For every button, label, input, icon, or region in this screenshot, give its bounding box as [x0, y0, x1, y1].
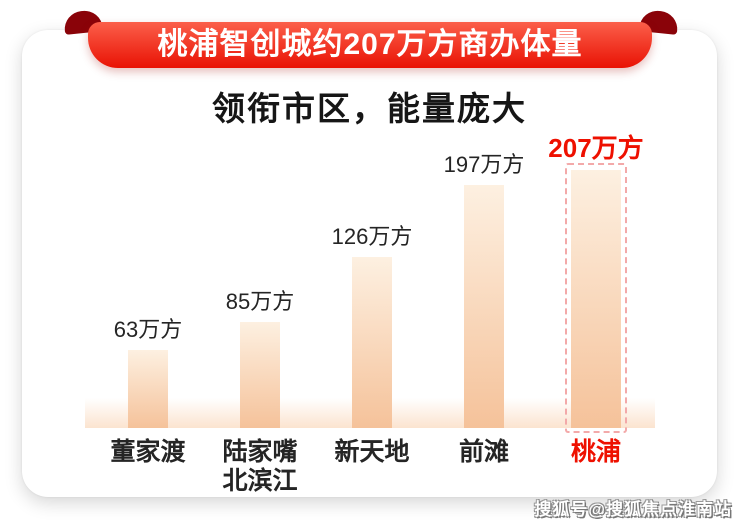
bar [571, 170, 621, 428]
bar [240, 322, 280, 428]
category-label: 陆家嘴 北滨江 [222, 438, 298, 495]
value-label: 126万方 [331, 224, 413, 249]
highlight-outline [565, 163, 627, 433]
watermark: 搜狐号@搜狐焦点淮南站 [534, 500, 732, 519]
ribbon-banner: 桃浦智创城约207万方商办体量 [88, 22, 652, 68]
category-label: 新天地 [334, 438, 410, 466]
bar [464, 185, 504, 428]
value-label: 197万方 [443, 152, 525, 177]
bar [352, 257, 392, 428]
value-label: 85万方 [225, 289, 295, 314]
category-label: 桃浦 [570, 438, 621, 466]
value-label: 207万方 [548, 133, 644, 163]
value-label: 63万方 [113, 317, 183, 342]
bar-chart: 63万方董家渡 85万方陆家嘴 北滨江 126万方新天地 197万方前滩 207万方桃浦 [22, 30, 717, 497]
page-title: 领衔市区，能量庞大 [212, 90, 527, 127]
content-card: 领衔市区，能量庞大 63万方董家渡 85万方陆家嘴 北滨江 126万方新天地 197万… [22, 30, 717, 497]
category-label: 董家渡 [110, 438, 186, 466]
ribbon-title: 桃浦智创城约207万方商办体量 [157, 28, 583, 61]
bar [128, 350, 168, 428]
category-label: 前滩 [458, 438, 509, 466]
